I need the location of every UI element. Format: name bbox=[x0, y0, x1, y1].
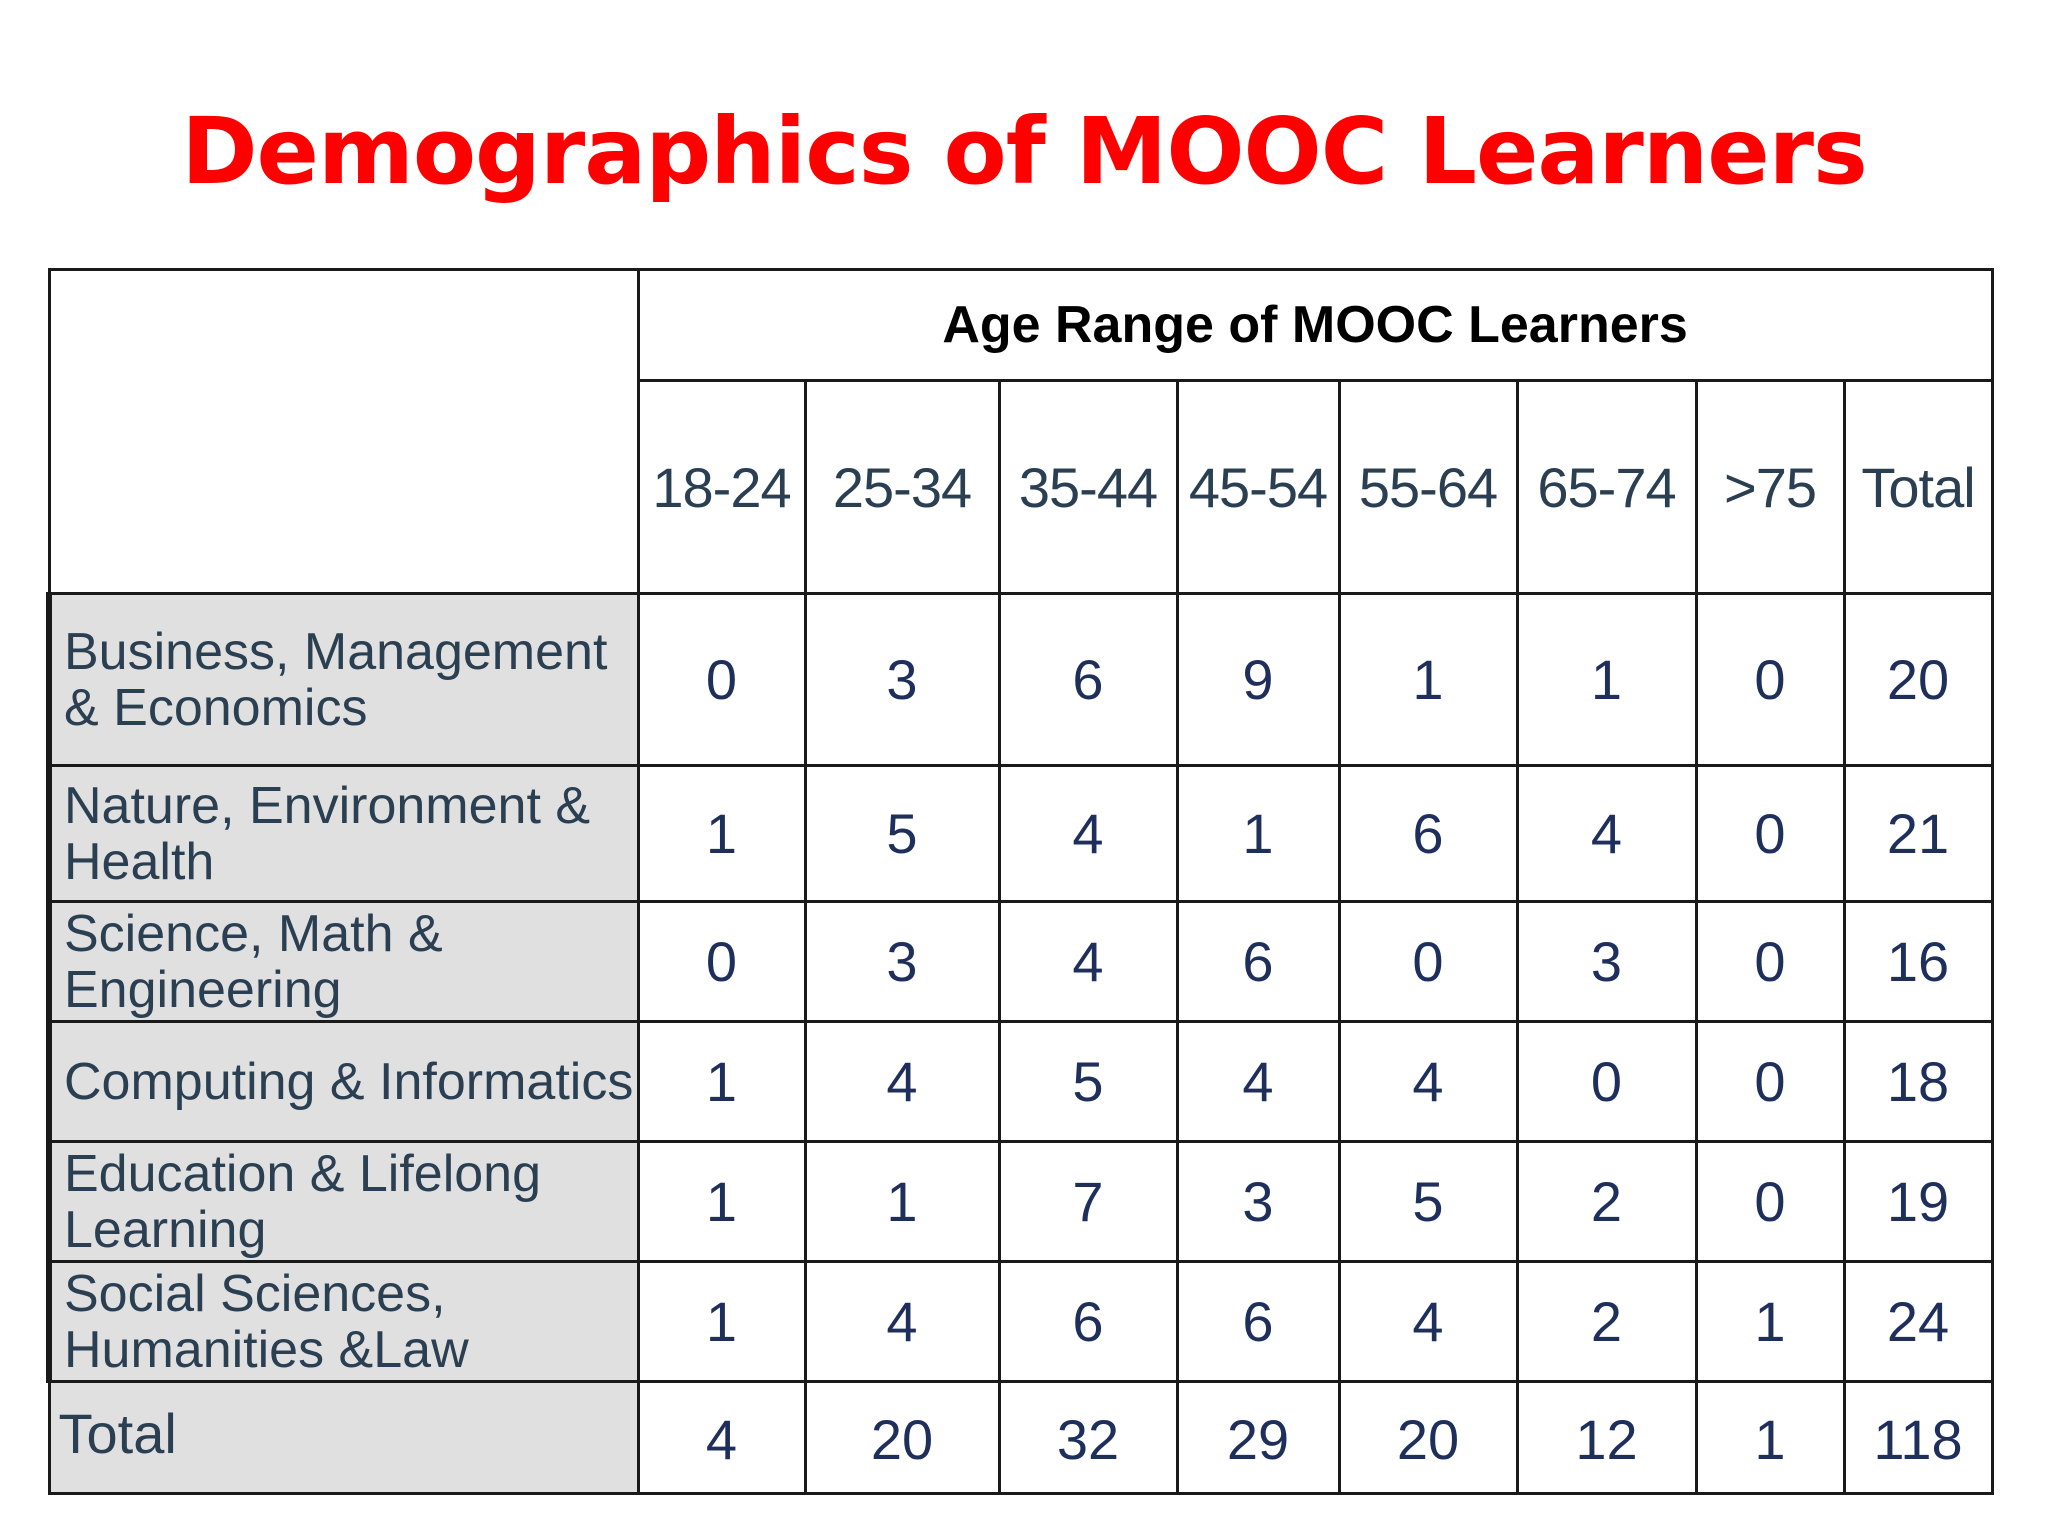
table-cell: 3 bbox=[1515, 900, 1698, 1023]
total-cell: 4 bbox=[636, 1380, 807, 1495]
table-cell: 19 bbox=[1842, 1140, 1994, 1263]
table-cell: 4 bbox=[1337, 1020, 1519, 1143]
row-label: Nature, Environment & Health bbox=[46, 764, 640, 903]
corner-cell bbox=[47, 268, 640, 595]
col-header-25-34: 25-34 bbox=[803, 379, 1001, 595]
table-cell: 3 bbox=[803, 592, 1001, 767]
table-cell: 1 bbox=[1515, 592, 1698, 767]
table-cell: 7 bbox=[997, 1140, 1179, 1263]
total-cell: 32 bbox=[997, 1380, 1179, 1495]
demographics-table: Age Range of MOOC Learners 18-24 25-34 3… bbox=[46, 268, 1994, 1495]
total-cell: 118 bbox=[1842, 1380, 1994, 1495]
col-header-55-64: 55-64 bbox=[1337, 379, 1519, 595]
col-header-total: Total bbox=[1842, 379, 1994, 595]
row-label: Education & Lifelong Learning bbox=[46, 1140, 640, 1263]
table-cell: 6 bbox=[1175, 1260, 1341, 1383]
table-cell: 0 bbox=[1694, 592, 1846, 767]
table-cell: 0 bbox=[1337, 900, 1519, 1023]
table-cell: 6 bbox=[997, 592, 1179, 767]
table-cell: 1 bbox=[1175, 764, 1341, 903]
table-cell: 1 bbox=[636, 1260, 807, 1383]
total-row-label: Total bbox=[47, 1380, 640, 1495]
table-row: Social Sciences, Humanities &Law 1 4 6 6… bbox=[46, 1260, 1994, 1383]
table-cell: 2 bbox=[1515, 1140, 1698, 1263]
table-cell: 3 bbox=[1175, 1140, 1341, 1263]
table-row: Computing & Informatics 1 4 5 4 4 0 0 18 bbox=[46, 1020, 1994, 1143]
table-row: Education & Lifelong Learning 1 1 7 3 5 … bbox=[46, 1140, 1994, 1263]
col-header-65-74: 65-74 bbox=[1515, 379, 1698, 595]
row-label: Business, Management & Economics bbox=[46, 592, 640, 767]
table-cell: 0 bbox=[636, 592, 807, 767]
total-cell: 1 bbox=[1694, 1380, 1846, 1495]
total-cell: 12 bbox=[1515, 1380, 1698, 1495]
table-cell: 0 bbox=[1515, 1020, 1698, 1143]
total-row: Total 4 20 32 29 20 12 1 118 bbox=[47, 1380, 1994, 1495]
table-cell: 4 bbox=[997, 764, 1179, 903]
row-label: Science, Math & Engineering bbox=[46, 900, 640, 1023]
table-cell: 18 bbox=[1842, 1020, 1994, 1143]
table-cell: 4 bbox=[803, 1020, 1001, 1143]
table-row: Science, Math & Engineering 0 3 4 6 0 3 … bbox=[46, 900, 1994, 1023]
table-row: Business, Management & Economics 0 3 6 9… bbox=[46, 592, 1994, 767]
table-cell: 4 bbox=[997, 900, 1179, 1023]
age-range-header: Age Range of MOOC Learners bbox=[636, 268, 1994, 382]
table-cell: 0 bbox=[1694, 1140, 1846, 1263]
group-header-row: Age Range of MOOC Learners bbox=[47, 268, 1994, 595]
table-cell: 5 bbox=[803, 764, 1001, 903]
table-cell: 1 bbox=[636, 1140, 807, 1263]
table-cell: 5 bbox=[997, 1020, 1179, 1143]
table-cell: 5 bbox=[1337, 1140, 1519, 1263]
col-header-over-75: >75 bbox=[1694, 379, 1846, 595]
table-cell: 3 bbox=[803, 900, 1001, 1023]
row-label: Social Sciences, Humanities &Law bbox=[46, 1260, 640, 1383]
table-cell: 24 bbox=[1842, 1260, 1994, 1383]
total-cell: 29 bbox=[1175, 1380, 1341, 1495]
table-cell: 9 bbox=[1175, 592, 1341, 767]
table-cell: 0 bbox=[1694, 900, 1846, 1023]
column-header-row: 18-24 25-34 35-44 45-54 55-64 65-74 >75 … bbox=[49, 379, 1994, 595]
table-cell: 4 bbox=[803, 1260, 1001, 1383]
table-cell: 1 bbox=[636, 1020, 807, 1143]
table-cell: 0 bbox=[1694, 1020, 1846, 1143]
col-header-35-44: 35-44 bbox=[997, 379, 1179, 595]
total-cell: 20 bbox=[803, 1380, 1001, 1495]
table-cell: 1 bbox=[636, 764, 807, 903]
table-cell: 4 bbox=[1175, 1020, 1341, 1143]
table-cell: 1 bbox=[1694, 1260, 1846, 1383]
row-label: Computing & Informatics bbox=[46, 1020, 640, 1143]
table-cell: 1 bbox=[1337, 592, 1519, 767]
table-cell: 0 bbox=[1694, 764, 1846, 903]
table-cell: 6 bbox=[997, 1260, 1179, 1383]
table-cell: 6 bbox=[1337, 764, 1519, 903]
table-cell: 4 bbox=[1337, 1260, 1519, 1383]
table-cell: 16 bbox=[1842, 900, 1994, 1023]
table-cell: 6 bbox=[1175, 900, 1341, 1023]
table-cell: 20 bbox=[1842, 592, 1994, 767]
table-cell: 2 bbox=[1515, 1260, 1698, 1383]
table-cell: 4 bbox=[1515, 764, 1698, 903]
table-cell: 21 bbox=[1842, 764, 1994, 903]
table-cell: 1 bbox=[803, 1140, 1001, 1263]
col-header-45-54: 45-54 bbox=[1175, 379, 1341, 595]
col-header-18-24: 18-24 bbox=[636, 379, 807, 595]
slide-title: Demographics of MOOC Learners bbox=[181, 98, 1868, 205]
total-cell: 20 bbox=[1337, 1380, 1519, 1495]
table-cell: 0 bbox=[636, 900, 807, 1023]
table-row: Nature, Environment & Health 1 5 4 1 6 4… bbox=[46, 764, 1994, 903]
